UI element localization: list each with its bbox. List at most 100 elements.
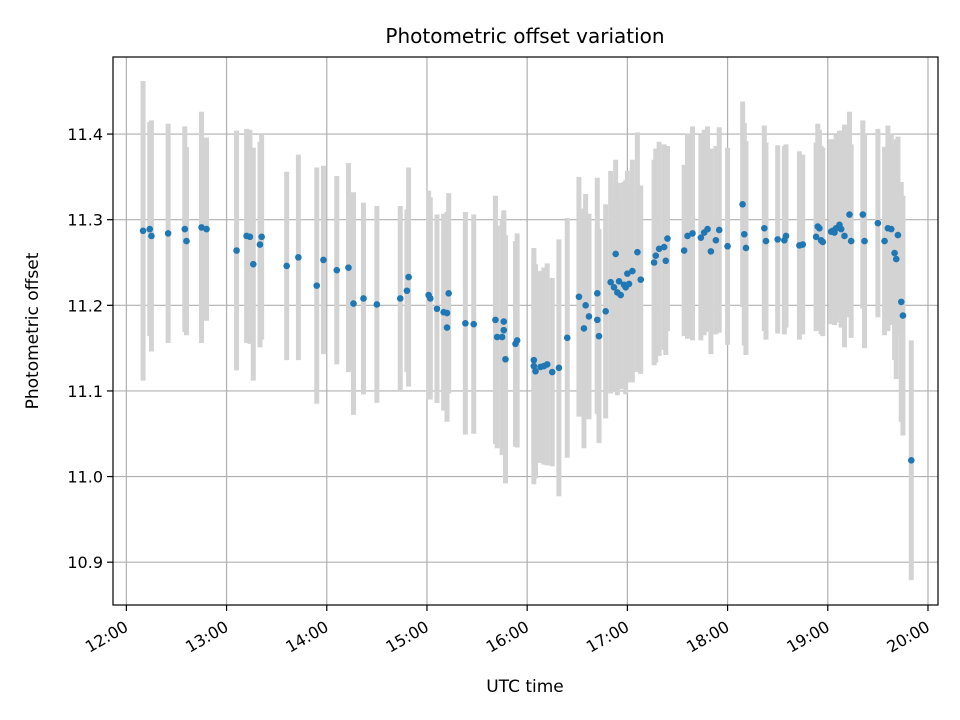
data-point [493,333,501,341]
data-point [148,232,155,240]
y-tick-label: 11.3 [67,211,103,230]
data-point [607,278,614,286]
data-point [894,231,902,239]
y-tick-label: 11.1 [67,382,103,401]
data-point [183,237,190,245]
data-point [680,247,688,254]
data-point [530,362,538,370]
data-point [624,270,631,277]
y-tick-label: 11.2 [67,296,103,315]
data-point [664,235,671,242]
data-point [881,237,888,245]
data-point [530,356,538,364]
data-point [715,226,723,234]
data-point [233,247,240,254]
x-axis-label: UTC time [486,677,564,697]
data-point [139,227,147,235]
data-point [575,293,583,301]
data-point [707,248,715,255]
x-tick-label: 20:00 [884,617,933,657]
data-point [462,319,469,327]
data-point [652,252,660,259]
data-point [816,224,823,232]
data-point [498,333,506,341]
data-point [595,332,603,340]
data-point [859,211,867,218]
data-point [256,241,264,248]
data-point [320,256,327,264]
data-point [907,456,915,464]
data-point [782,232,790,240]
data-point [615,278,623,285]
data-point [610,284,618,291]
data-point [740,230,748,238]
data-point [712,236,720,244]
data-point [345,264,352,271]
data-point [500,318,508,325]
x-tick-label: 13:00 [182,617,231,657]
data-point [874,219,882,227]
data-point [724,242,731,250]
data-point [295,254,302,261]
y-axis-label: Photometric offset [23,252,43,409]
data-point [841,232,848,240]
data-point [492,316,499,324]
data-point [887,225,895,233]
data-point [470,320,478,328]
y-tick-label: 11.4 [67,125,103,144]
data-point [427,295,434,302]
y-tick-label: 10.9 [67,553,103,572]
data-point [897,298,905,306]
x-tick-label: 17:00 [583,617,632,657]
data-point [164,230,172,237]
data-point [433,305,441,313]
data-point [203,225,210,233]
data-point [585,313,593,320]
data-point [405,273,412,281]
data-point [594,290,601,297]
data-point [513,337,521,344]
data-point [861,237,868,245]
data-point [580,325,588,332]
y-axis: 10.9 11.0 11.1 11.2 11.3 11.4 [67,125,113,572]
y-tick-label: 11.0 [67,468,103,487]
data-point [198,224,205,231]
data-point [246,233,254,241]
data-point [629,267,636,275]
x-tick-label: 18:00 [683,617,732,657]
x-tick-label: 15:00 [383,617,432,657]
x-tick-label: 12:00 [82,617,131,657]
data-point [500,326,508,334]
data-point [650,259,658,266]
data-point [249,260,257,268]
data-point [637,276,645,283]
data-point [543,361,551,368]
data-point [774,236,781,243]
data-point [819,238,827,246]
data-point [403,287,411,295]
data-point [555,364,563,372]
plot-frame [112,56,939,606]
data-point [563,334,571,342]
data-point [655,245,663,253]
data-point [617,291,624,299]
data-point [502,355,509,363]
x-tick-label: 19:00 [783,617,832,657]
data-point [532,367,539,375]
data-point [181,225,189,233]
data-point [582,302,589,309]
data-point [146,225,154,233]
data-point [373,301,381,308]
x-tick-label: 16:00 [483,617,532,657]
data-point [812,233,820,241]
data-point [313,282,321,289]
data-point [625,280,633,288]
data-point [333,266,341,274]
data-point [762,237,770,245]
data-point [684,232,691,240]
data-point [443,324,451,331]
data-point [742,244,750,252]
data-point [761,224,768,232]
data-point [689,230,696,237]
